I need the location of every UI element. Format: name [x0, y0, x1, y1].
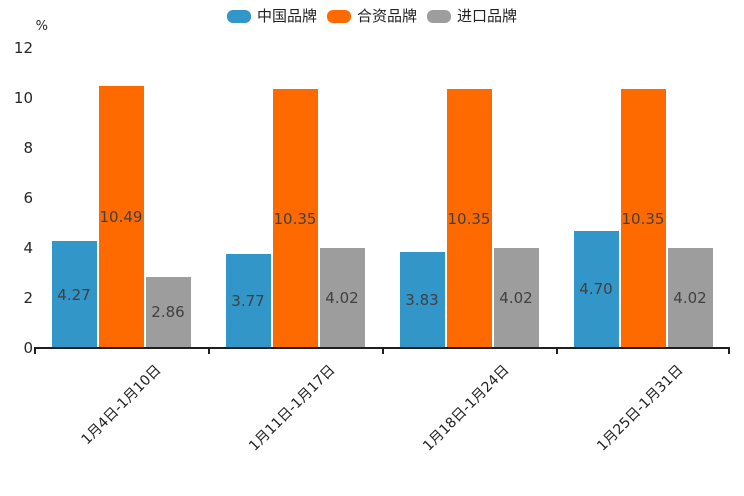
y-axis-tick-label: 12	[13, 39, 33, 57]
x-axis-tick	[556, 348, 558, 354]
bar-value-label: 2.86	[151, 303, 185, 322]
legend-item-1: 合资品牌	[326, 6, 417, 26]
bar-value-label: 3.83	[405, 291, 439, 310]
x-axis-category-label: 1月18日-1月24日	[420, 362, 513, 455]
legend-item-0: 中国品牌	[226, 6, 317, 26]
bar	[667, 247, 713, 348]
legend-label: 中国品牌	[256, 7, 317, 25]
bar-value-label: 10.35	[447, 209, 491, 228]
y-axis-unit-label: %	[35, 19, 48, 34]
x-axis-tick	[382, 348, 384, 354]
y-axis-tick-label: 0	[23, 339, 33, 357]
legend-swatch-icon	[326, 9, 351, 23]
bar	[620, 89, 666, 348]
x-axis-tick	[34, 348, 36, 354]
bar-value-label: 4.70	[579, 280, 613, 299]
bar-value-label: 4.27	[57, 285, 91, 304]
legend-label: 合资品牌	[356, 7, 417, 25]
bar-value-label: 4.02	[673, 288, 707, 307]
bar	[573, 230, 619, 348]
bar-value-label: 10.35	[621, 209, 665, 228]
bar	[51, 241, 97, 348]
y-axis-tick-label: 6	[23, 189, 33, 207]
bar-value-label: 3.77	[231, 291, 265, 310]
legend-swatch-icon	[226, 9, 251, 23]
legend-item-2: 进口品牌	[427, 6, 517, 26]
bar	[493, 247, 539, 348]
bar	[446, 89, 492, 348]
chart-legend: 中国品牌 合资品牌 进口品牌	[0, 6, 744, 26]
bar	[145, 276, 191, 348]
bar-value-label: 10.35	[273, 209, 317, 228]
bar	[272, 89, 318, 348]
x-axis-category-label: 1月25日-1月31日	[594, 362, 687, 455]
x-axis-category-label: 1月11日-1月17日	[246, 362, 339, 455]
y-axis-tick-label: 8	[23, 139, 33, 157]
y-axis-tick-label: 2	[23, 289, 33, 307]
y-axis-tick-label: 4	[23, 239, 33, 257]
bar	[319, 247, 365, 348]
bar	[399, 252, 445, 348]
legend-label: 进口品牌	[457, 7, 518, 25]
bar-value-label: 10.49	[99, 207, 143, 226]
bar	[98, 85, 144, 348]
x-axis-tick	[208, 348, 210, 354]
legend-swatch-icon	[427, 9, 451, 23]
bar	[225, 253, 271, 348]
x-axis-tick	[728, 348, 730, 354]
y-axis-tick-label: 10	[13, 89, 33, 107]
x-axis-category-label: 1月4日-1月10日	[78, 362, 165, 449]
bar-value-label: 4.02	[499, 288, 533, 307]
bar-value-label: 4.02	[325, 288, 359, 307]
